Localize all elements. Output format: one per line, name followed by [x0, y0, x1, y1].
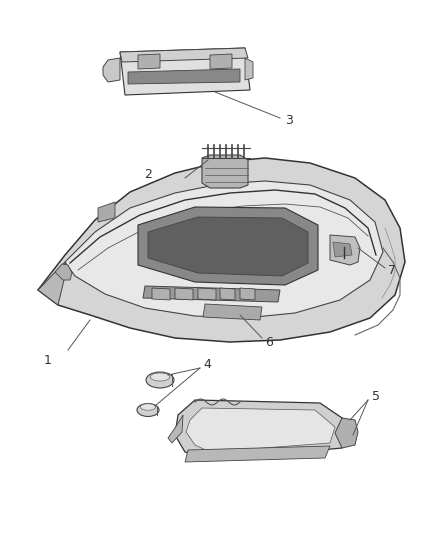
Polygon shape [103, 58, 120, 82]
Polygon shape [138, 207, 318, 285]
Polygon shape [148, 217, 308, 276]
Polygon shape [330, 235, 360, 265]
Polygon shape [120, 48, 248, 62]
Polygon shape [245, 58, 253, 80]
Text: 5: 5 [372, 391, 380, 403]
Ellipse shape [137, 403, 159, 416]
Text: 3: 3 [285, 114, 293, 126]
Polygon shape [98, 202, 115, 222]
Ellipse shape [146, 372, 174, 388]
Polygon shape [55, 264, 72, 280]
Polygon shape [38, 158, 405, 342]
Polygon shape [335, 418, 358, 448]
Polygon shape [65, 181, 383, 318]
Polygon shape [210, 54, 232, 69]
Polygon shape [168, 415, 183, 443]
Polygon shape [203, 304, 262, 320]
Ellipse shape [150, 373, 170, 381]
Polygon shape [38, 262, 65, 305]
Polygon shape [240, 288, 255, 300]
Polygon shape [202, 155, 248, 188]
Polygon shape [143, 286, 280, 302]
Text: 4: 4 [203, 359, 211, 372]
Text: 7: 7 [388, 263, 396, 277]
Polygon shape [120, 48, 250, 95]
Text: 6: 6 [265, 335, 273, 349]
Ellipse shape [140, 404, 155, 410]
Polygon shape [152, 288, 170, 300]
Text: 2: 2 [144, 168, 152, 182]
Polygon shape [186, 408, 335, 452]
Polygon shape [333, 242, 352, 257]
Polygon shape [220, 288, 235, 300]
Polygon shape [128, 69, 240, 84]
Polygon shape [198, 288, 216, 300]
Text: 1: 1 [44, 353, 52, 367]
Polygon shape [138, 54, 160, 69]
Polygon shape [175, 400, 348, 460]
Polygon shape [185, 446, 330, 462]
Polygon shape [175, 288, 193, 300]
